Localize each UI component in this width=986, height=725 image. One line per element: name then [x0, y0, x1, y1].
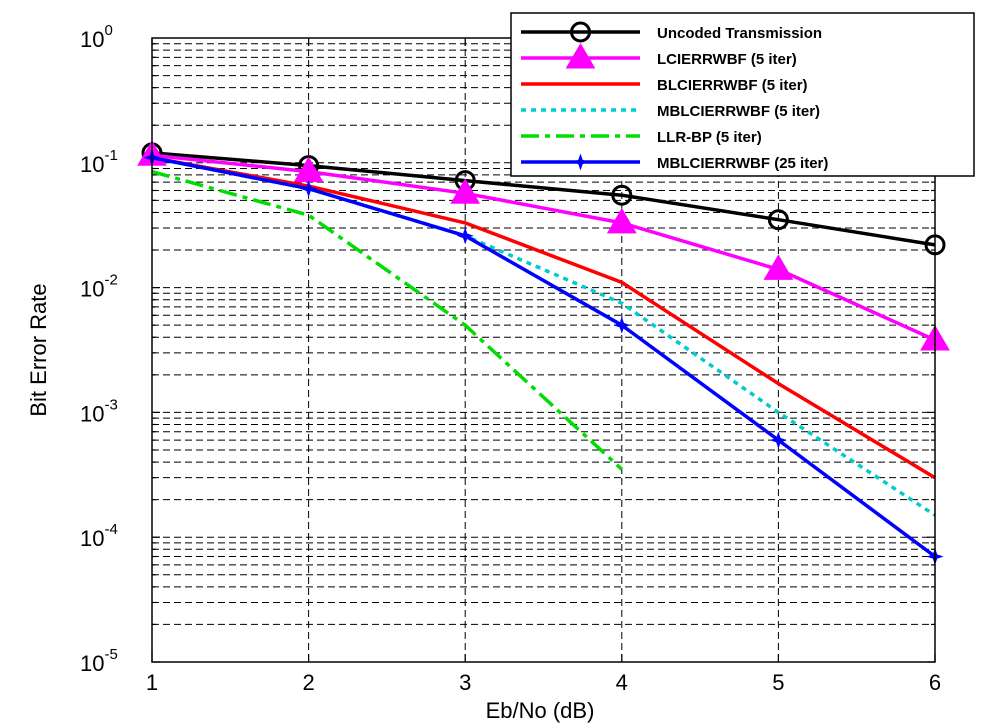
legend-label: MBLCIERRWBF (5 iter)	[657, 103, 820, 120]
legend: Uncoded Transmission LCIERRWBF (5 iter) BL…	[510, 12, 975, 177]
x-tick-label: 5	[772, 670, 784, 695]
series-line	[151, 169, 623, 471]
legend-box	[510, 12, 975, 177]
series-line	[151, 155, 936, 480]
legend-label: BLCIERRWBF (5 iter)	[657, 77, 808, 94]
series-marker	[606, 207, 637, 234]
series-marker	[769, 431, 787, 449]
series-marker	[456, 227, 474, 245]
x-tick-label: 1	[146, 670, 158, 695]
x-axis-title: Eb/No (dB)	[486, 698, 595, 723]
legend-label: LCIERRWBF (5 iter)	[657, 51, 797, 68]
series-marker	[571, 153, 590, 171]
series-marker	[300, 180, 318, 198]
y-tick-label: 10-4	[80, 521, 118, 551]
y-tick-labels: 100 10-1 10-2 10-3 10-4 10-5	[80, 22, 118, 676]
series-marker	[611, 184, 633, 206]
y-tick-label: 10-3	[80, 396, 118, 426]
series-marker	[763, 254, 794, 280]
legend-label: Uncoded Transmission	[657, 25, 822, 42]
series-marker	[613, 316, 631, 334]
series-marker	[450, 178, 481, 204]
series-line	[151, 155, 937, 558]
legend-label: MBLCIERRWBF (25 iter)	[657, 155, 828, 172]
series-line	[151, 153, 936, 342]
y-axis-title: Bit Error Rate	[26, 283, 51, 416]
x-tick-label: 6	[929, 670, 941, 695]
series-line	[151, 151, 936, 247]
series-marker	[767, 209, 789, 231]
y-tick-label: 10-5	[80, 646, 118, 676]
series-marker	[570, 21, 591, 43]
series-marker	[565, 43, 596, 69]
x-tick-label: 2	[302, 670, 314, 695]
legend-label: LLR-BP (5 iter)	[657, 129, 762, 146]
x-tick-label: 4	[616, 670, 628, 695]
y-tick-label: 10-1	[80, 147, 118, 177]
y-tick-label: 10-2	[80, 272, 118, 302]
y-tick-label: 100	[80, 22, 113, 52]
x-tick-label: 3	[459, 670, 471, 695]
x-tick-labels: 1 2 3 4 5 6	[146, 670, 941, 695]
